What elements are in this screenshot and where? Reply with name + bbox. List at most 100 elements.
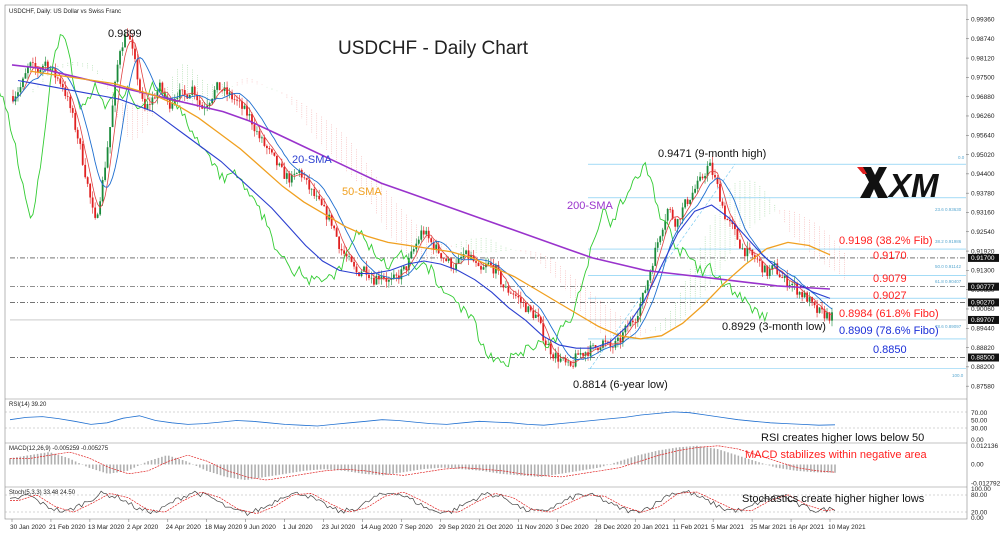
candle-body bbox=[492, 264, 495, 274]
candle-body bbox=[467, 250, 470, 259]
candle-body bbox=[51, 68, 54, 69]
candle-body bbox=[91, 197, 94, 208]
candle-body bbox=[811, 297, 813, 302]
candle-body bbox=[756, 258, 759, 260]
candle-body bbox=[124, 34, 126, 48]
macd-bar bbox=[19, 456, 22, 465]
macd-bar bbox=[261, 464, 263, 478]
candle-body bbox=[821, 307, 823, 310]
candle-body bbox=[639, 303, 642, 317]
macd-bar bbox=[820, 464, 822, 473]
macd-bar bbox=[544, 464, 546, 477]
macd-bar bbox=[233, 464, 236, 479]
macd-bar bbox=[523, 464, 526, 476]
price-tick-label: 0.91920 bbox=[971, 248, 995, 255]
candle-body bbox=[69, 96, 72, 109]
candle-body bbox=[39, 69, 42, 73]
price-tick-label: 0.96880 bbox=[971, 94, 995, 101]
macd-bar bbox=[461, 464, 463, 470]
candle-body bbox=[661, 229, 664, 237]
candle-body bbox=[445, 258, 448, 262]
macd-bar bbox=[302, 464, 305, 471]
candle-body bbox=[649, 271, 652, 281]
candle-body bbox=[161, 82, 164, 92]
macd-bar bbox=[23, 456, 25, 465]
time-tick-label: 2 Apr 2020 bbox=[127, 524, 159, 531]
macd-bar bbox=[723, 451, 726, 465]
macd-bar bbox=[426, 464, 429, 469]
candle-body bbox=[375, 275, 378, 285]
macd-bar bbox=[323, 464, 325, 470]
candle-body bbox=[711, 162, 714, 175]
macd-bar bbox=[319, 464, 322, 470]
candle-body bbox=[684, 199, 687, 208]
macd-bar bbox=[520, 464, 522, 476]
macd-bar bbox=[254, 464, 256, 479]
fibonacci-lines bbox=[588, 163, 966, 370]
macd-bar bbox=[357, 464, 360, 474]
candle-body bbox=[392, 274, 395, 279]
candle-body bbox=[206, 105, 209, 108]
macd-bar bbox=[340, 464, 343, 471]
rsi-tick-label: 0.00 bbox=[971, 437, 984, 444]
macd-bar bbox=[813, 464, 816, 473]
macd-bar bbox=[803, 464, 805, 472]
macd-bar bbox=[36, 453, 39, 465]
candle-body bbox=[126, 34, 129, 36]
candle-body bbox=[233, 99, 236, 100]
candle-body bbox=[353, 261, 355, 267]
price-tick-label: 0.90060 bbox=[971, 306, 995, 313]
macd-bar bbox=[364, 464, 367, 475]
candle-body bbox=[607, 341, 609, 343]
time-tick-label: 18 May 2020 bbox=[205, 524, 243, 531]
candle-body bbox=[554, 353, 557, 359]
candle-body bbox=[651, 265, 654, 272]
candle-body bbox=[81, 143, 84, 165]
candle-body bbox=[440, 253, 443, 259]
macd-signal-line bbox=[10, 445, 836, 481]
candle-body bbox=[211, 98, 214, 104]
candle-body bbox=[253, 124, 256, 132]
candle-body bbox=[783, 275, 786, 279]
candle-body bbox=[746, 247, 749, 257]
candle-body bbox=[666, 208, 669, 221]
candle-body bbox=[330, 214, 333, 226]
time-tick-label: 16 Apr 2021 bbox=[789, 524, 824, 531]
macd-bar bbox=[575, 464, 577, 472]
fib-small-382: 38.2 0.91986 bbox=[935, 239, 962, 244]
candle-body bbox=[310, 188, 313, 190]
candle-body bbox=[405, 266, 408, 271]
macd-bar bbox=[678, 447, 681, 465]
macd-bar bbox=[350, 464, 353, 472]
price-highlight-label: 0.90270 bbox=[971, 300, 995, 307]
sma50-line bbox=[29, 70, 831, 340]
candle-body bbox=[617, 337, 619, 341]
candle-body bbox=[768, 269, 771, 276]
macd-bar bbox=[123, 464, 125, 472]
macd-bar bbox=[485, 464, 488, 472]
candle-body bbox=[437, 244, 440, 254]
macd-bar bbox=[592, 464, 595, 469]
candle-body bbox=[686, 199, 689, 205]
candle-body bbox=[109, 127, 111, 148]
macd-bar bbox=[419, 464, 422, 470]
candle-body bbox=[500, 270, 502, 285]
macd-bar bbox=[526, 464, 529, 476]
candle-body bbox=[283, 166, 286, 179]
candle-body bbox=[350, 256, 353, 262]
candle-body bbox=[218, 82, 221, 91]
time-axis: 30 Jan 2020 21 Feb 2020 13 Mar 2020 2 Apr 2… bbox=[10, 519, 866, 531]
price-tick-label: 0.98120 bbox=[971, 55, 995, 62]
time-tick-label: 5 Mar 2021 bbox=[711, 524, 744, 531]
candle-body bbox=[430, 238, 433, 243]
macd-bar bbox=[665, 449, 667, 465]
macd-bar bbox=[64, 457, 67, 465]
candle-body bbox=[36, 68, 39, 73]
candle-body bbox=[656, 242, 659, 248]
candle-body bbox=[734, 224, 736, 229]
candle-body bbox=[12, 96, 14, 102]
price-tick-label: 0.88200 bbox=[971, 364, 995, 371]
macd-bar bbox=[589, 464, 591, 470]
candle-body bbox=[599, 347, 602, 351]
candle-body bbox=[425, 230, 428, 235]
